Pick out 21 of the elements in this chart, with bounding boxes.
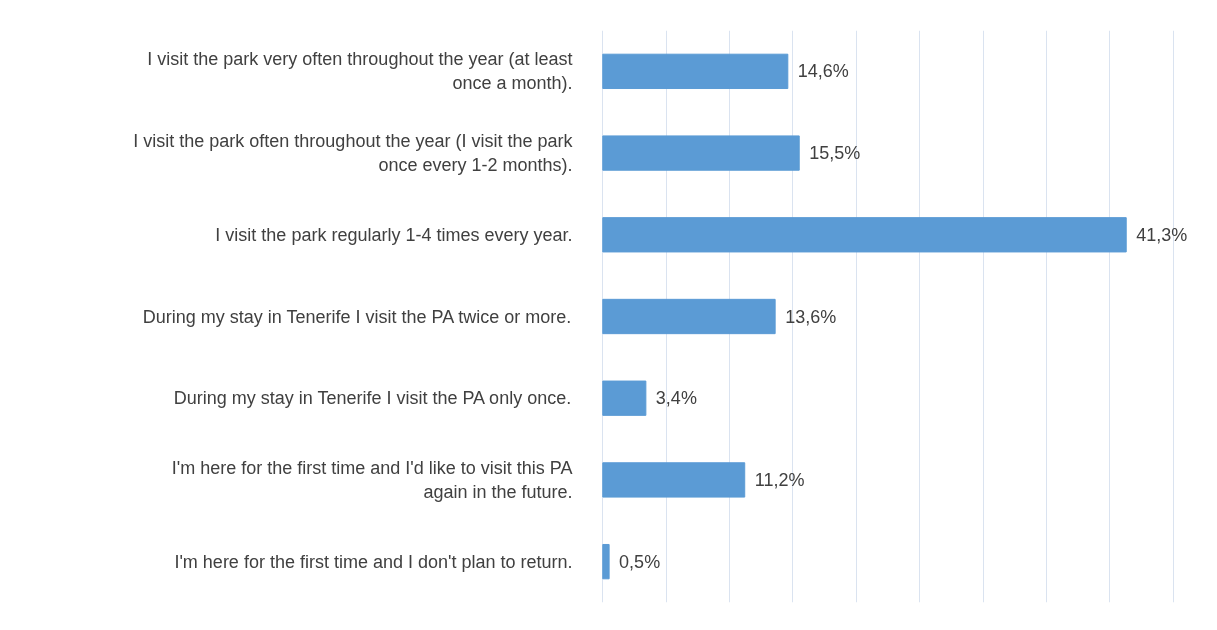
y-tick-label: I visit the park very often throughout the year (at least once a month).	[147, 49, 573, 94]
bar	[602, 543, 610, 580]
bar	[602, 135, 800, 171]
y-tick-label: I'm here for the first time and I'd like to visit this PA again in the future.	[171, 457, 573, 502]
y-tick-label: During my stay in Tenerife I visit the PA only once.	[173, 388, 572, 409]
data-label: 11,2%	[754, 469, 805, 490]
bar	[602, 53, 789, 90]
data-label: 0,5%	[619, 551, 661, 572]
data-label: 15,5%	[809, 143, 861, 164]
bar	[602, 380, 647, 416]
data-label: 3,4%	[655, 388, 697, 409]
data-label: 41,3%	[1136, 224, 1188, 245]
y-tick-label: During my stay in Tenerife I visit the PA twice or more.	[142, 306, 572, 327]
bar	[602, 462, 746, 498]
data-label: 14,6%	[797, 61, 849, 82]
y-tick-label: I visit the park regularly 1-4 times every year.	[215, 224, 573, 245]
data-label: 13,6%	[785, 306, 837, 327]
bar	[602, 298, 776, 335]
y-tick-label: I visit the park often throughout the year (I visit the park once every 1-2 months).	[133, 131, 574, 176]
bar	[602, 217, 1127, 253]
y-tick-label: I'm here for the first time and I don't plan to return.	[174, 551, 573, 572]
